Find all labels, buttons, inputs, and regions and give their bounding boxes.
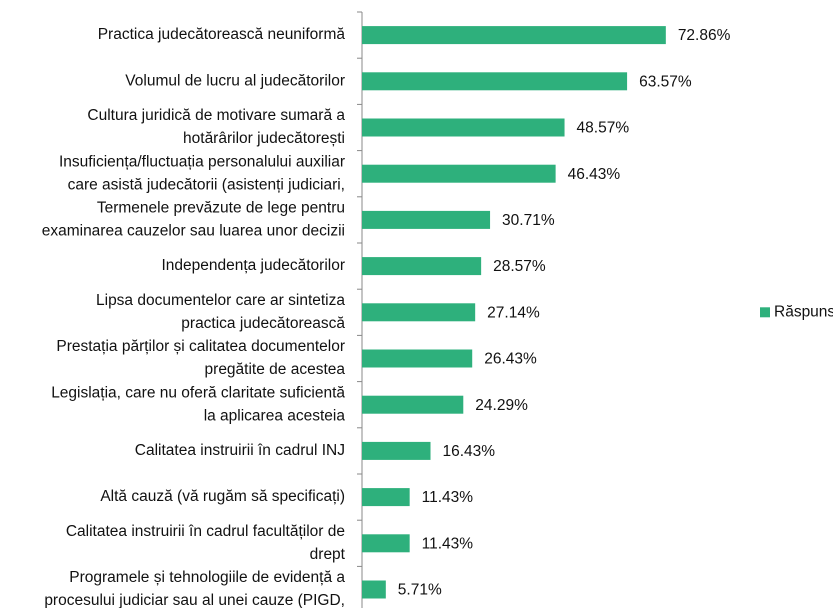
value-label: 27.14% — [487, 304, 540, 321]
bar — [362, 257, 482, 276]
category-label: Practica judecătorească neuniformă — [98, 26, 346, 43]
category-label: Calitatea instruirii în cadrul facultăți… — [66, 523, 345, 540]
bar — [362, 580, 386, 599]
bar — [362, 72, 628, 91]
bar — [362, 210, 491, 229]
category-label: Programele și tehnologiile de evidență a — [69, 569, 345, 586]
bar — [362, 534, 410, 553]
category-label: care asistă judecătorii (asistenți judic… — [68, 176, 345, 193]
category-label: Independența judecătorilor — [161, 257, 345, 274]
value-label: 24.29% — [475, 397, 528, 414]
category-label: Calitatea instruirii în cadrul INJ — [135, 442, 345, 459]
category-label: Legislația, care nu oferă claritate sufi… — [51, 384, 345, 401]
category-label: procesului judiciar sau al unei cauze (P… — [44, 592, 345, 608]
category-label: Altă cauză (vă rugăm să specificați) — [100, 488, 345, 505]
category-label: la aplicarea acesteia — [204, 407, 346, 424]
category-label: hotărârilor judecătorești — [183, 130, 345, 147]
bar — [362, 488, 410, 507]
category-label: examinarea cauzelor sau luarea unor deci… — [42, 222, 345, 239]
legend-label: Răspunsuri — [774, 303, 833, 320]
legend-swatch — [760, 307, 770, 318]
category-label: Lipsa documentelor care ar sintetiza — [96, 292, 345, 309]
category-label: Cultura juridică de motivare sumară a — [87, 107, 345, 124]
value-label: 46.43% — [568, 166, 621, 183]
value-label: 5.71% — [398, 582, 442, 599]
category-label: drept — [310, 546, 346, 563]
value-label: 63.57% — [639, 73, 692, 90]
value-label: 16.43% — [443, 443, 496, 460]
value-label: 11.43% — [422, 489, 474, 506]
bar — [362, 164, 556, 183]
bar — [362, 26, 666, 45]
bar — [362, 441, 431, 460]
value-label: 26.43% — [484, 351, 537, 368]
bar — [362, 395, 464, 414]
value-label: 30.71% — [502, 212, 555, 229]
category-label: Insuficiența/fluctuația personalului aux… — [59, 153, 345, 170]
category-label: practica judecătorească — [181, 315, 345, 332]
value-label: 28.57% — [493, 258, 546, 275]
value-label: 72.86% — [678, 27, 731, 44]
bar — [362, 349, 473, 368]
value-label: 11.43% — [422, 535, 474, 552]
category-label: Termenele prevăzute de lege pentru — [97, 199, 345, 216]
category-label: Volumul de lucru al judecătorilor — [125, 72, 345, 89]
category-label: pregătite de acestea — [205, 361, 346, 378]
bar — [362, 303, 476, 322]
bar — [362, 118, 565, 137]
category-label: Prestația părților și calitatea document… — [56, 338, 345, 355]
value-label: 48.57% — [577, 120, 630, 137]
